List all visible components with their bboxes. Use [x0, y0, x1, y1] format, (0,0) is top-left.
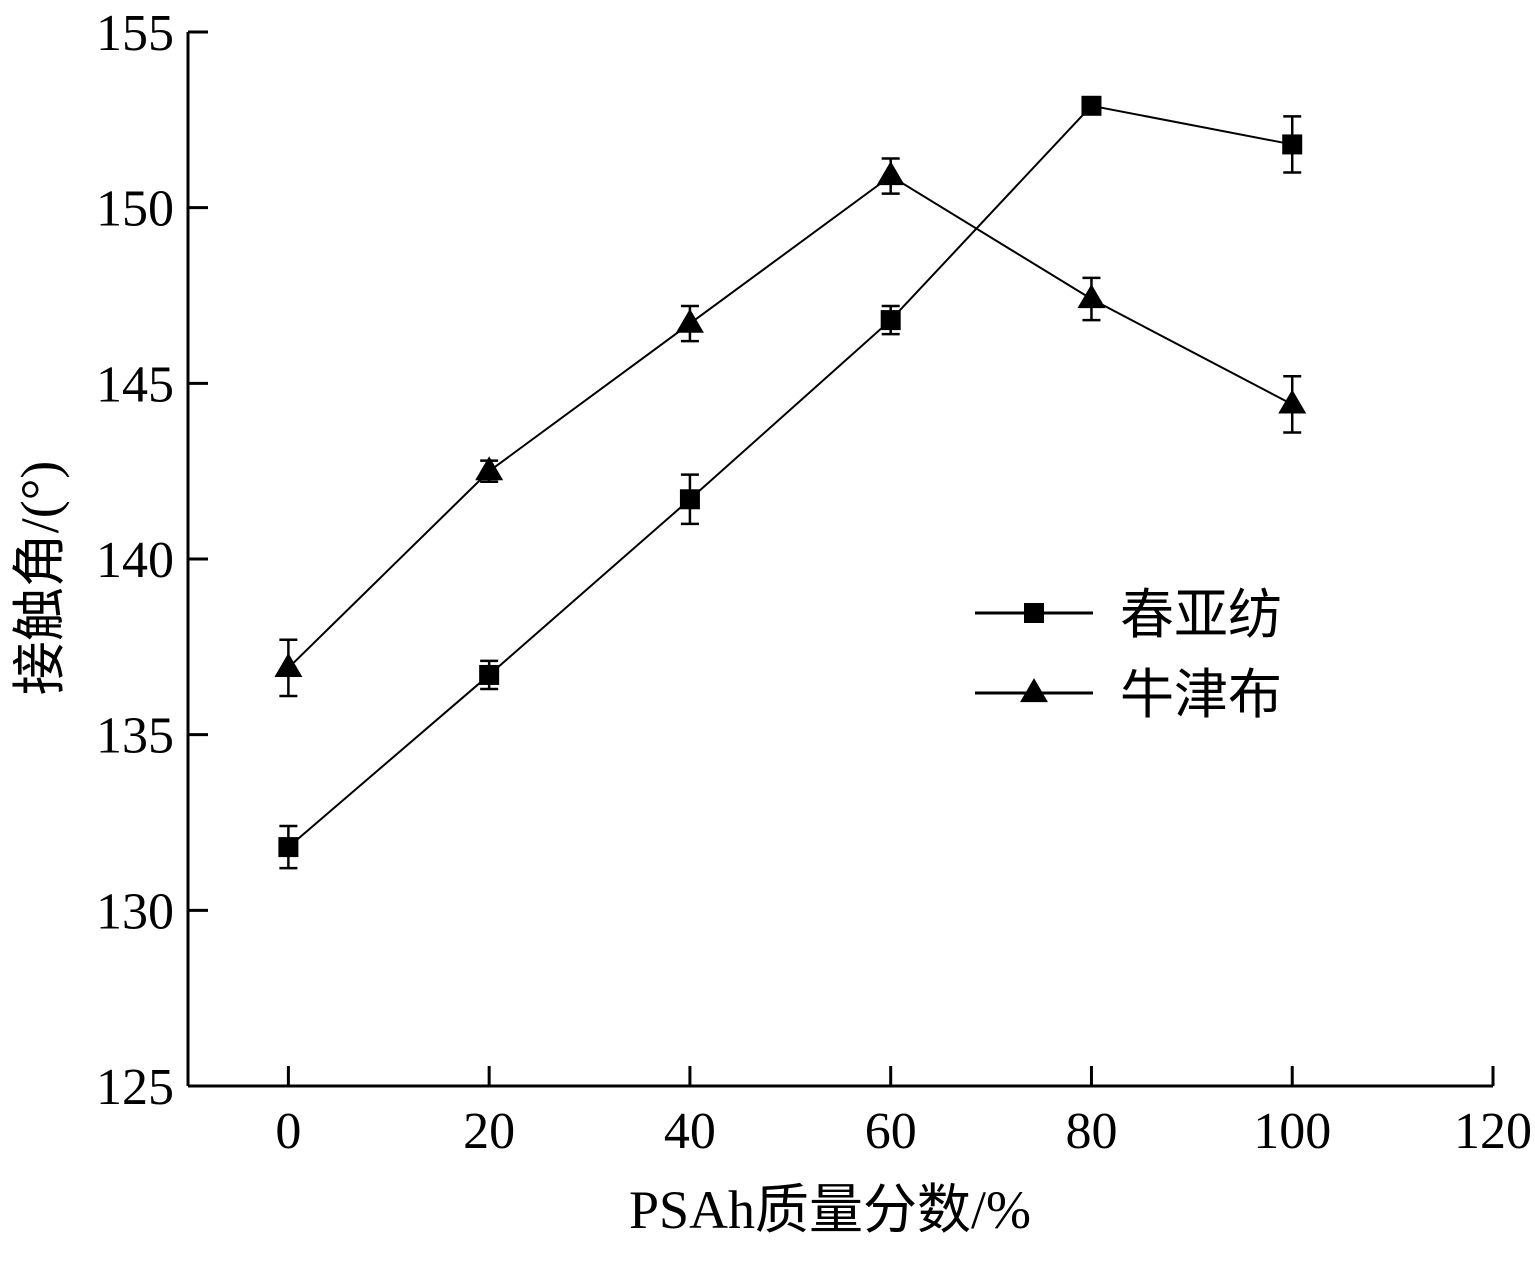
y-tick-label: 125 [96, 1059, 174, 1116]
data-point [1077, 284, 1106, 309]
legend-label: 牛津布 [1120, 665, 1282, 725]
data-point [278, 837, 299, 858]
legend-marker [1020, 678, 1048, 703]
data-point [675, 308, 704, 333]
data-point [475, 456, 504, 481]
data-point [479, 664, 500, 685]
x-tick-label: 120 [1454, 1103, 1532, 1160]
x-tick-label: 40 [664, 1103, 716, 1160]
data-point [679, 489, 700, 510]
y-tick-label: 140 [96, 532, 174, 589]
legend-marker [1024, 603, 1044, 623]
axes-layer: 125 130 135 140 145 150 155 0 20 40 60 80 100 120 [96, 5, 1532, 1160]
data-point [880, 310, 901, 331]
x-axis-title: PSAh质量分数/% [629, 1180, 1031, 1240]
legend-item: 春亚纺 [975, 585, 1282, 645]
y-tick-label: 145 [96, 356, 174, 413]
series-square [278, 95, 1303, 870]
data-point [1081, 95, 1102, 116]
data-point [1282, 134, 1303, 155]
data-point [274, 653, 303, 678]
axis-labels: PSAh质量分数/% 接触角/(°) [10, 461, 1031, 1240]
series-line [287, 104, 1293, 848]
y-tick-label: 155 [96, 5, 174, 62]
x-tick-label: 60 [865, 1103, 917, 1160]
data-point [1278, 389, 1307, 414]
y-tick-label: 135 [96, 708, 174, 765]
y-tick-label: 130 [96, 883, 174, 940]
y-axis-title: 接触角/(°) [10, 461, 70, 696]
data-point [876, 161, 905, 186]
y-tick-label: 150 [96, 181, 174, 238]
x-tick-label: 0 [275, 1103, 301, 1160]
x-tick-label: 20 [463, 1103, 515, 1160]
series-triangle [274, 157, 1307, 698]
x-tick-label: 80 [1065, 1103, 1117, 1160]
legend-item: 牛津布 [975, 665, 1282, 725]
legend-label: 春亚纺 [1120, 585, 1282, 645]
series-line [287, 174, 1293, 669]
series-layer [274, 95, 1307, 870]
x-tick-label: 100 [1253, 1103, 1331, 1160]
